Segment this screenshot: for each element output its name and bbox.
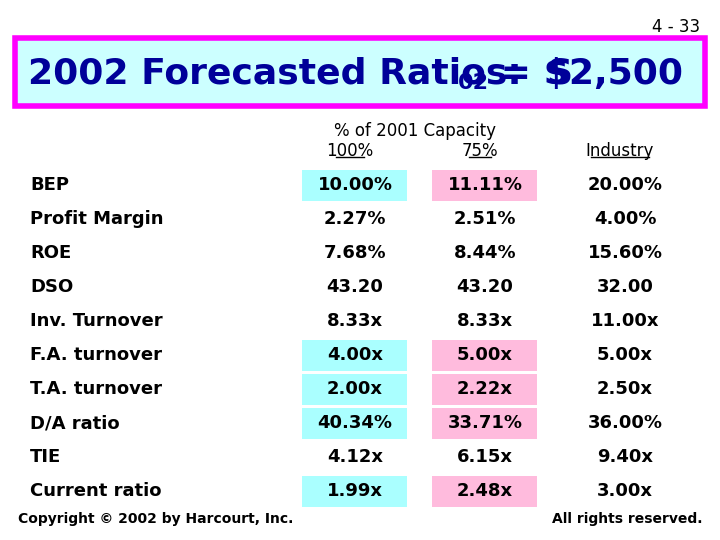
- Text: 4.00x: 4.00x: [327, 346, 383, 364]
- Text: 40.34%: 40.34%: [318, 414, 392, 432]
- Text: Copyright © 2002 by Harcourt, Inc.: Copyright © 2002 by Harcourt, Inc.: [18, 512, 293, 526]
- Text: 75%: 75%: [462, 142, 498, 160]
- Text: D/A ratio: D/A ratio: [30, 414, 120, 432]
- Text: 5.00x: 5.00x: [457, 346, 513, 364]
- Text: BEP: BEP: [30, 176, 69, 194]
- Text: Current ratio: Current ratio: [30, 482, 161, 500]
- FancyBboxPatch shape: [432, 374, 537, 405]
- Text: T.A. turnover: T.A. turnover: [30, 380, 162, 398]
- Text: 32.00: 32.00: [597, 278, 654, 296]
- FancyBboxPatch shape: [15, 38, 705, 106]
- Text: 9.40x: 9.40x: [597, 448, 653, 466]
- FancyBboxPatch shape: [302, 408, 407, 439]
- Text: = $2,500: = $2,500: [488, 57, 683, 91]
- FancyBboxPatch shape: [432, 408, 537, 439]
- Text: TIE: TIE: [30, 448, 61, 466]
- FancyBboxPatch shape: [302, 476, 407, 507]
- Text: 4 - 33: 4 - 33: [652, 18, 700, 36]
- Text: Industry: Industry: [586, 142, 654, 160]
- Text: 20.00%: 20.00%: [588, 176, 662, 194]
- Text: 2.22x: 2.22x: [457, 380, 513, 398]
- FancyBboxPatch shape: [302, 170, 407, 201]
- Text: 7.68%: 7.68%: [324, 244, 387, 262]
- Text: % of 2001 Capacity: % of 2001 Capacity: [334, 122, 496, 140]
- Text: Profit Margin: Profit Margin: [30, 210, 163, 228]
- Text: 2.50x: 2.50x: [597, 380, 653, 398]
- Text: 43.20: 43.20: [456, 278, 513, 296]
- Text: 2.48x: 2.48x: [457, 482, 513, 500]
- FancyBboxPatch shape: [432, 476, 537, 507]
- Text: 10.00%: 10.00%: [318, 176, 392, 194]
- FancyBboxPatch shape: [432, 170, 537, 201]
- FancyBboxPatch shape: [302, 374, 407, 405]
- Text: 8.33x: 8.33x: [327, 312, 383, 330]
- Text: All rights reserved.: All rights reserved.: [552, 512, 702, 526]
- Text: ROE: ROE: [30, 244, 71, 262]
- Text: 100%: 100%: [326, 142, 374, 160]
- Text: Inv. Turnover: Inv. Turnover: [30, 312, 163, 330]
- Text: 15.60%: 15.60%: [588, 244, 662, 262]
- Text: 2002 Forecasted Ratios:  S: 2002 Forecasted Ratios: S: [28, 57, 573, 91]
- FancyBboxPatch shape: [432, 340, 537, 371]
- Text: 33.71%: 33.71%: [448, 414, 523, 432]
- Text: 3.00x: 3.00x: [597, 482, 653, 500]
- Text: 43.20: 43.20: [327, 278, 384, 296]
- Text: 02: 02: [458, 73, 489, 93]
- Text: F.A. turnover: F.A. turnover: [30, 346, 162, 364]
- Text: DSO: DSO: [30, 278, 73, 296]
- Text: 1.99x: 1.99x: [327, 482, 383, 500]
- Text: 8.33x: 8.33x: [457, 312, 513, 330]
- Text: 5.00x: 5.00x: [597, 346, 653, 364]
- Text: 2.27%: 2.27%: [324, 210, 386, 228]
- Text: 2.51%: 2.51%: [454, 210, 516, 228]
- Text: 4.12x: 4.12x: [327, 448, 383, 466]
- Text: 36.00%: 36.00%: [588, 414, 662, 432]
- Text: 2.00x: 2.00x: [327, 380, 383, 398]
- Text: 6.15x: 6.15x: [457, 448, 513, 466]
- FancyBboxPatch shape: [302, 340, 407, 371]
- Text: 4.00%: 4.00%: [594, 210, 656, 228]
- Text: 8.44%: 8.44%: [454, 244, 516, 262]
- Text: 11.00x: 11.00x: [590, 312, 660, 330]
- Text: 11.11%: 11.11%: [448, 176, 523, 194]
